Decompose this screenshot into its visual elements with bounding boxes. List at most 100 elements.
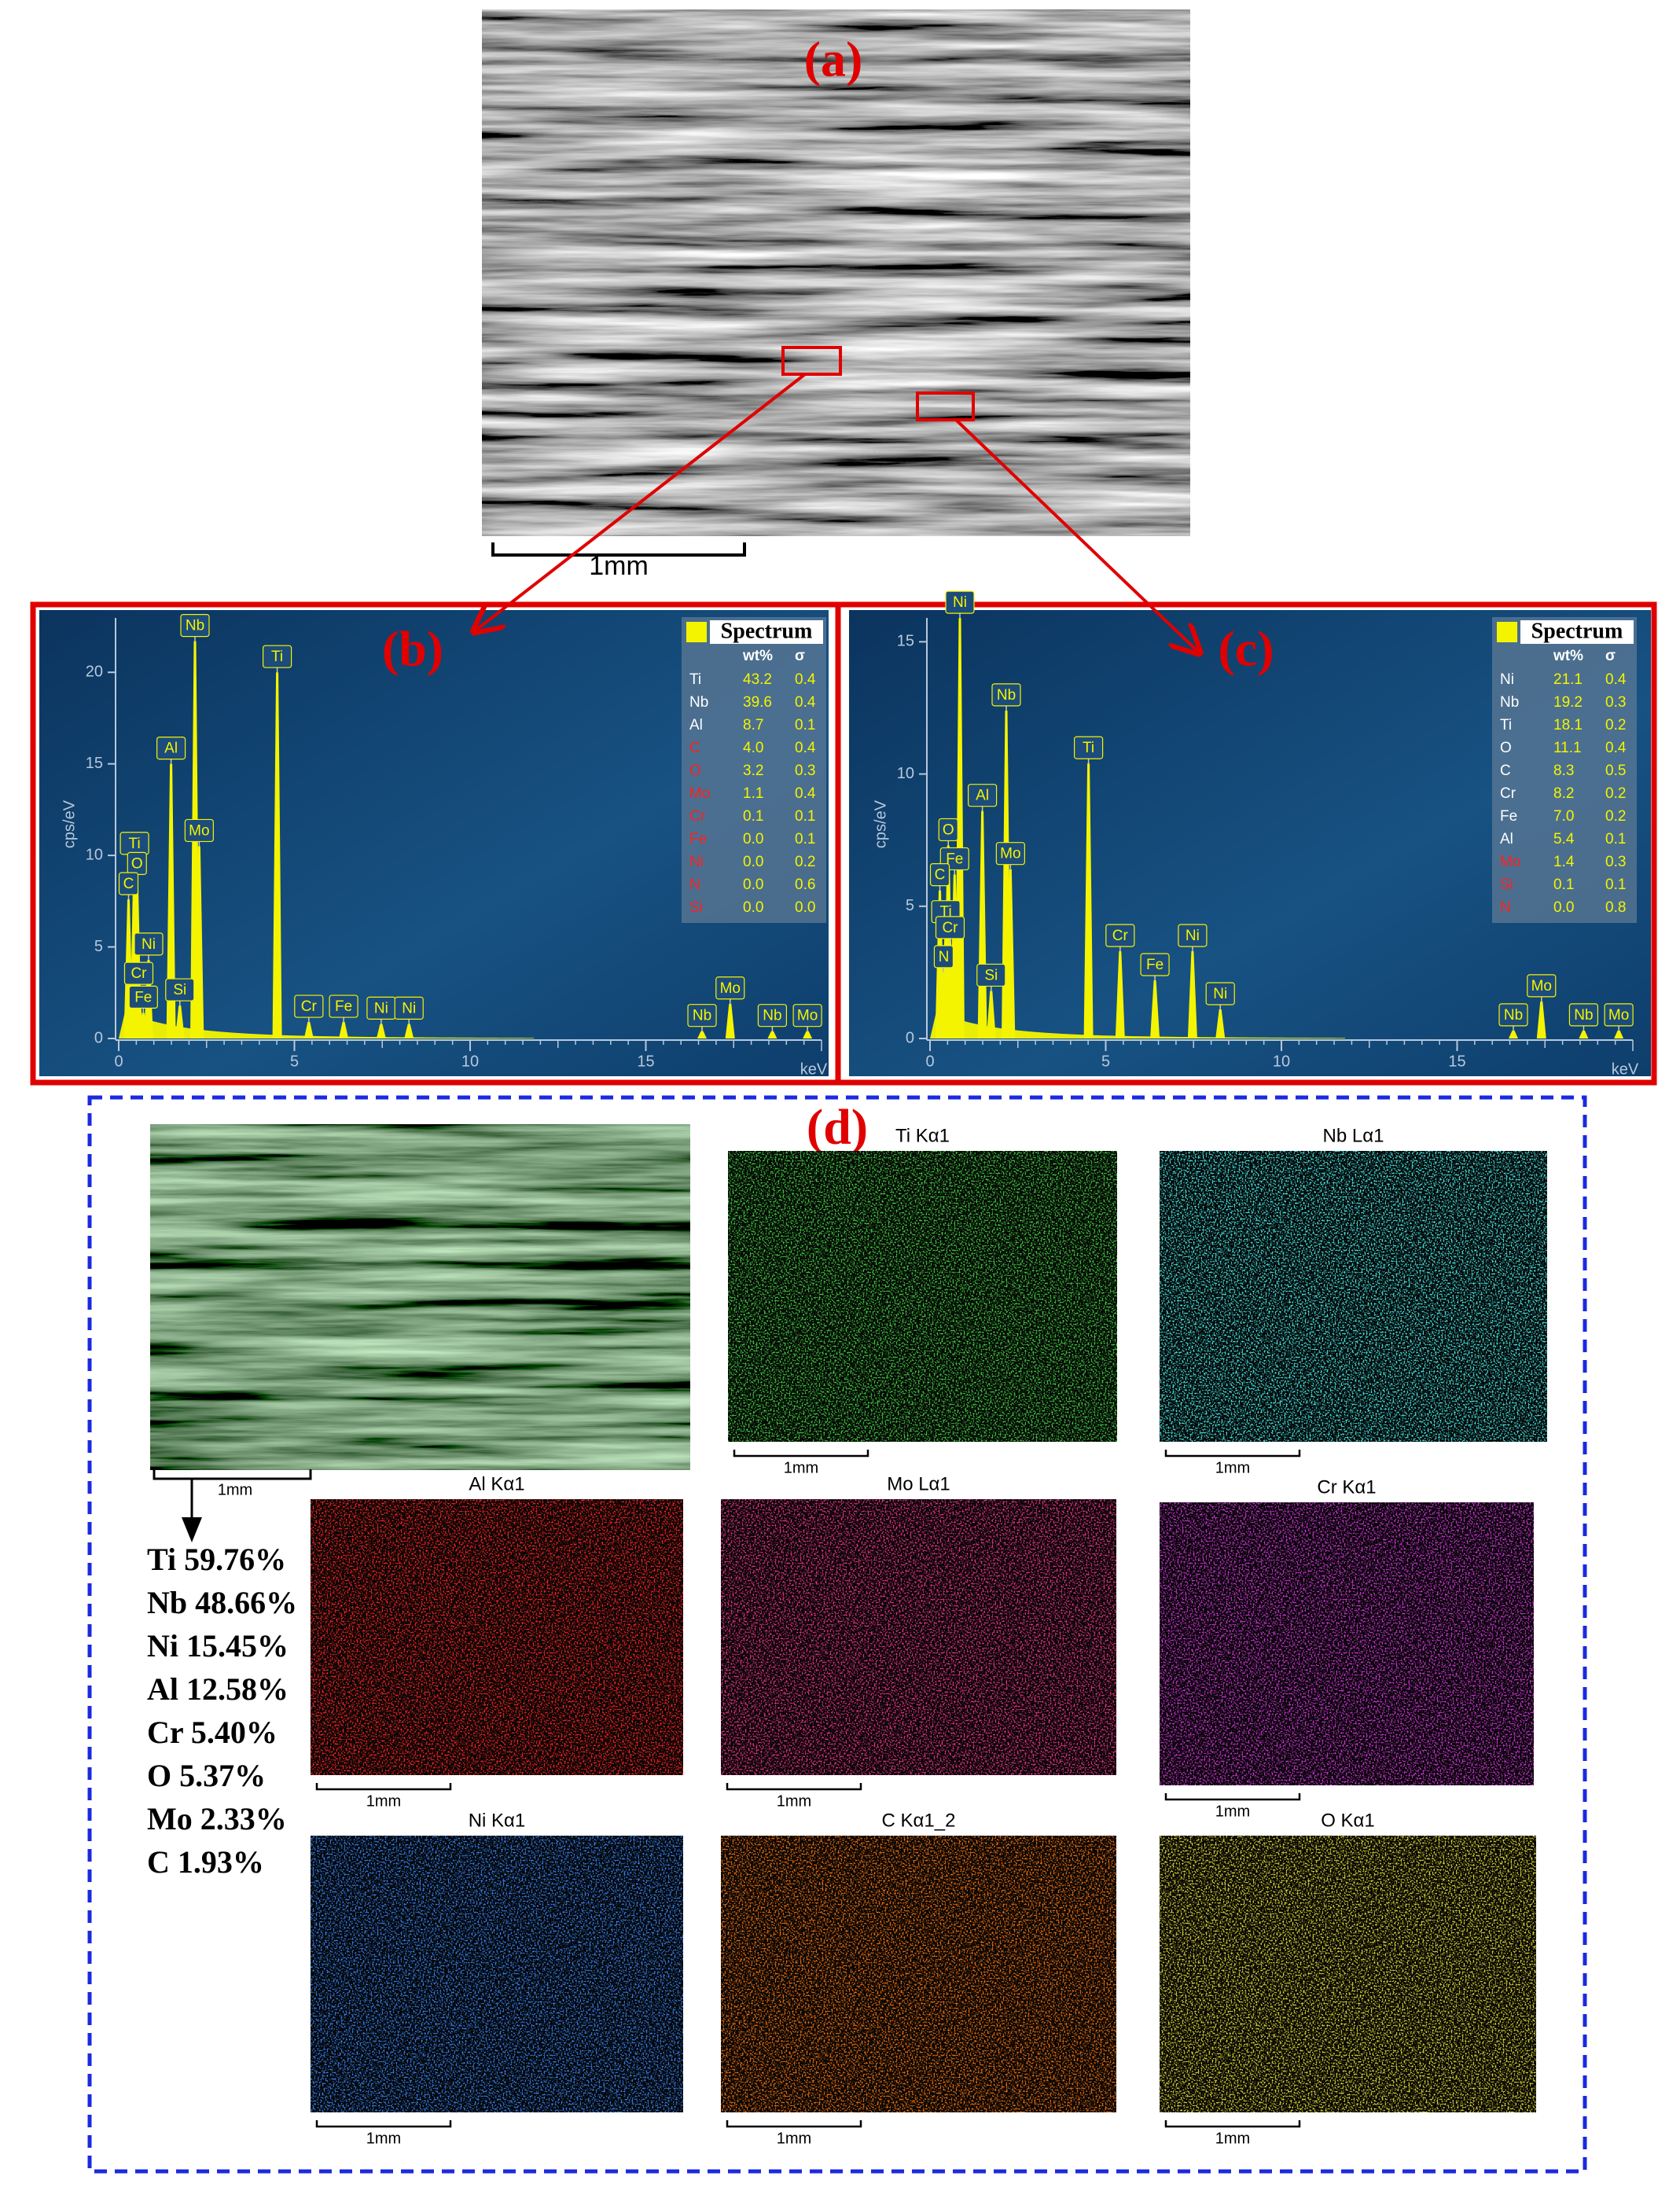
peak-label: Nb [1574,1007,1593,1024]
table-wt: 4.0 [743,740,763,756]
table-sigma: 0.3 [1605,694,1626,711]
table-element: Ni [689,854,704,870]
legend-title: Spectrum [721,619,813,643]
table-wt: 0.0 [743,831,763,847]
peak-label-box [687,1004,717,1027]
peak-label: Ni [142,936,156,953]
peak [1005,869,1016,1039]
peak-label-box [757,1004,788,1027]
peak-label-box [180,613,210,638]
scale-bar [315,1783,452,1791]
table-element: N [689,877,700,893]
table-element: Al [689,717,703,733]
table-wt: 1.1 [743,785,763,802]
table-sigma: 0.2 [1605,717,1626,733]
element-map [311,1499,683,1775]
peak [1150,980,1160,1039]
y-tick-label: 5 [94,938,103,955]
table-box [1492,617,1637,923]
composition-list: Ti 59.76% Nb 48.66% Ni 15.45% Al 12.58% Cr 5… [147,1542,297,1880]
peak [803,1031,813,1039]
peak-label: Nb [997,687,1016,704]
peak-label-box [262,645,292,668]
table-element: Cr [689,808,706,825]
peak-label-box [1498,1003,1528,1027]
scale-bar-label: 1mm [777,1792,811,1810]
region-box [916,392,975,421]
peak-label-box [134,932,164,956]
peak-label-box [976,963,1006,987]
peak-label: Fe [946,851,963,867]
table-wt: 8.7 [743,717,763,733]
peak-label: Nb [763,1008,781,1024]
peak [1509,1030,1519,1039]
peak-label: N [939,949,950,965]
element-map [721,1836,1116,2112]
peak [767,1031,778,1039]
table-element: N [1500,899,1511,916]
composition-entry: C 1.93% [147,1844,264,1880]
y-tick-label: 5 [906,897,914,914]
peak-label-box [1105,924,1135,947]
peak-label: Mo [1608,1007,1629,1024]
peak-label-box [165,978,195,1002]
legend-title-bg [710,620,823,644]
table-sigma: 0.3 [795,763,815,779]
element-map [311,1836,683,2112]
table-element: Nb [1500,694,1519,711]
table-wt: 5.4 [1553,831,1575,847]
table-sigma: 0.3 [1605,854,1626,870]
scale-bar [1164,2120,1301,2128]
y-axis-label: cps/eV [872,800,889,848]
peak-label: Ni [1186,928,1200,944]
peak-label-box [123,961,154,985]
y-tick-label: 10 [86,846,103,863]
y-tick-label: 15 [897,633,914,650]
element-maps: Ti Kα1 1mm Nb Lα1 1mm Al Kα1 1mm Mo Lα1 1mm Cr K… [311,1125,1547,2147]
peak-label: Fe [134,989,152,1005]
table-wt: 8.2 [1553,785,1574,802]
map-title: Mo Lα1 [887,1473,950,1494]
peak-label: Mo [797,1008,818,1024]
peak-label: Ti [1083,740,1094,756]
peak-label: Al [164,741,178,757]
element-map [1160,1836,1536,2112]
peak [376,1024,386,1039]
scale-bar-label: 1mm [1215,1459,1250,1476]
table-wt: 8.3 [1553,763,1574,779]
peak [404,1024,414,1039]
panel-label: (a) [804,31,863,87]
map-title: Ti Kα1 [895,1125,950,1146]
table-wt: 3.2 [743,763,763,779]
peak-label: Fe [335,998,352,1015]
peak-label-box [1205,982,1235,1005]
element-map [721,1499,1116,1775]
legend-title: Spectrum [1531,619,1623,643]
composition-entry: Al 12.58% [147,1671,289,1707]
table-sigma: 0.2 [795,854,815,870]
peak-label: Cr [942,920,958,936]
peak [303,1022,314,1039]
table-element: C [1500,763,1511,779]
peak [725,1003,735,1039]
table-sigma: 0.1 [795,831,815,847]
table-sigma: 0.0 [795,899,815,916]
x-tick-label: 0 [925,1053,934,1070]
table-wt: 11.1 [1553,740,1582,756]
x-tick-label: 10 [1273,1053,1290,1070]
peak [339,1022,349,1039]
scale-bar-label: 1mm [218,1481,252,1498]
peak-label: Si [173,982,186,998]
peak-label: Ni [402,1000,416,1016]
table-wt: 0.0 [743,854,763,870]
scale-bar [315,2120,452,2128]
scale-bar [1164,1793,1301,1801]
table-sigma: 0.1 [1605,877,1626,893]
table-sigma: 0.1 [795,717,815,733]
x-tick-label: 0 [114,1053,123,1070]
peak-label-box [156,737,186,760]
peak-label-box [1140,953,1170,976]
element-map [728,1151,1117,1442]
peak-label: C [935,867,946,884]
